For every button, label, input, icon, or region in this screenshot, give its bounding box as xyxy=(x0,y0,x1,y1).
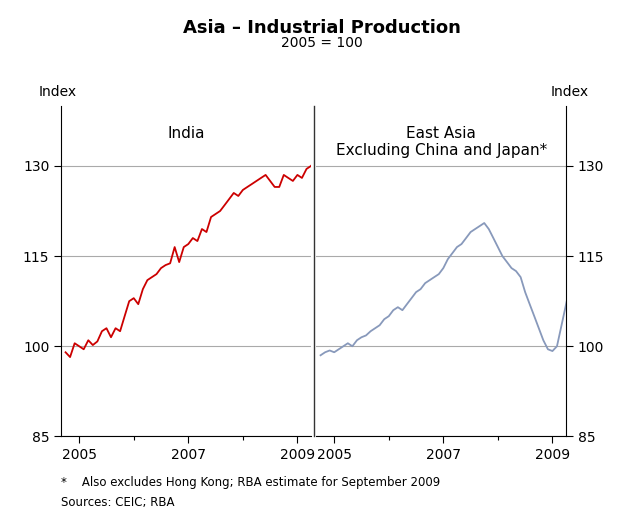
Text: Index: Index xyxy=(551,85,589,99)
Text: East Asia
Excluding China and Japan*: East Asia Excluding China and Japan* xyxy=(336,125,547,158)
Text: Sources: CEIC; RBA: Sources: CEIC; RBA xyxy=(61,496,175,509)
Text: India: India xyxy=(167,125,205,141)
Text: Asia – Industrial Production: Asia – Industrial Production xyxy=(183,19,461,37)
Text: Index: Index xyxy=(39,85,77,99)
Text: *    Also excludes Hong Kong; RBA estimate for September 2009: * Also excludes Hong Kong; RBA estimate … xyxy=(61,476,440,489)
Text: 2005 = 100: 2005 = 100 xyxy=(281,36,363,50)
